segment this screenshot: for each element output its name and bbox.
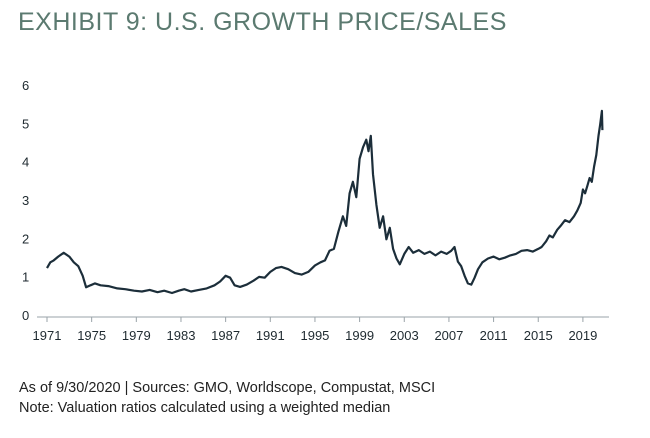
- x-axis: 1971 1975 1979 1983 1987 1991 1995 1999 2003 2007…: [33, 317, 597, 343]
- x-tick-label: 1979: [122, 328, 151, 343]
- y-tick-label: 1: [22, 270, 29, 285]
- x-tick-label: 2011: [480, 328, 508, 343]
- x-tick-label: 1975: [77, 328, 106, 343]
- x-tick-label: 2015: [524, 328, 553, 343]
- x-tick-label: 1987: [211, 328, 240, 343]
- x-tick-label: 1971: [33, 328, 62, 343]
- source-note: As of 9/30/2020 | Sources: GMO, Worldsco…: [19, 380, 436, 396]
- x-tick-label: 1983: [167, 328, 196, 343]
- y-tick-label: 0: [22, 308, 29, 323]
- y-tick-label: 6: [22, 78, 29, 93]
- y-tick-label: 5: [22, 116, 29, 131]
- chart-title: EXHIBIT 9: U.S. GROWTH PRICE/SALES: [18, 8, 507, 36]
- y-axis: 0 1 2 3 4 5 6: [22, 78, 29, 323]
- x-tick-label: 2003: [390, 328, 419, 343]
- y-tick-label: 4: [22, 155, 29, 170]
- x-tick-label: 1991: [256, 328, 285, 343]
- y-tick-label: 3: [22, 193, 29, 208]
- x-tick-label: 2019: [568, 328, 597, 343]
- footer: As of 9/30/2020 | Sources: GMO, Worldsco…: [19, 378, 435, 418]
- methodology-note: Note: Valuation ratios calculated using …: [19, 400, 391, 416]
- series-line-0: [46, 109, 604, 295]
- x-tick-label: 1995: [300, 328, 329, 343]
- y-tick-label: 2: [22, 231, 29, 246]
- series-group: [46, 109, 604, 295]
- x-tick-label: 2007: [434, 328, 463, 343]
- x-tick-label: 1999: [345, 328, 374, 343]
